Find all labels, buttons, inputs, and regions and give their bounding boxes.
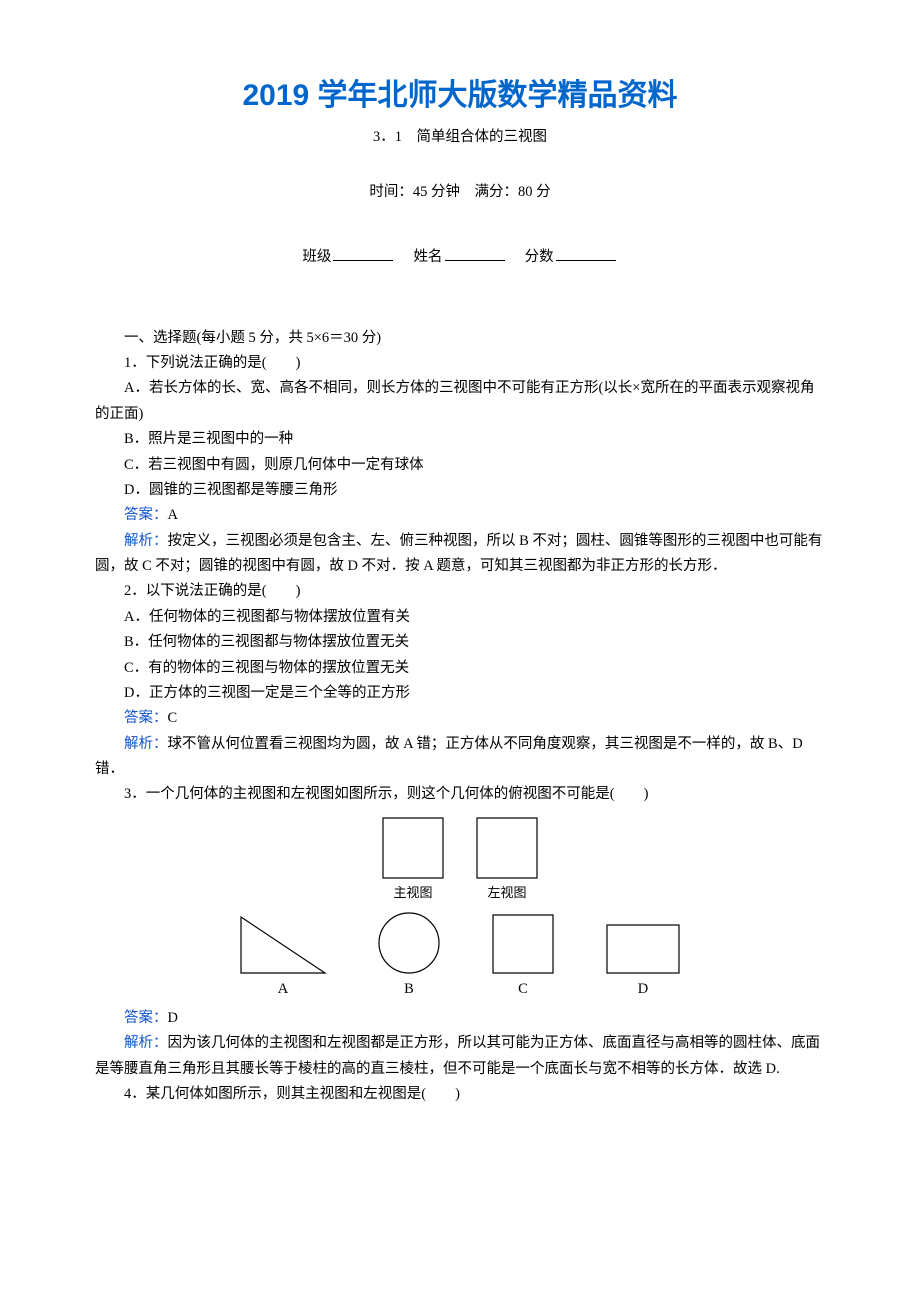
- q3-option-A: A: [239, 915, 327, 1002]
- q2-explain: 解析：球不管从何位置看三视图均为圆，故 A 错；正方体从不同角度观察，其三视图是…: [95, 732, 825, 783]
- square-icon: [491, 913, 555, 975]
- section1-heading: 一、选择题(每小题 5 分，共 5×6＝30 分): [95, 326, 825, 351]
- score-blank: [556, 246, 616, 262]
- q1-explain: 解析：按定义，三视图必须是包含主、左、俯三种视图，所以 B 不对；圆柱、圆锥等图…: [95, 529, 825, 580]
- q3-explain-text: 因为该几何体的主视图和左视图都是正方形，所以其可能为正方体、底面直径与高相等的圆…: [95, 1035, 820, 1076]
- name-blank: [445, 246, 505, 262]
- q1-answer-value: A: [168, 507, 178, 523]
- q1-optA: A．若长方体的长、宽、高各不相同，则长方体的三视图中不可能有正方形(以长×宽所在…: [95, 376, 825, 427]
- q2-explain-label: 解析：: [124, 736, 168, 752]
- score-label: 分数: [525, 249, 554, 265]
- q3-left-view: 左视图: [475, 816, 539, 905]
- q3-views-row: 主视图 左视图: [95, 816, 825, 905]
- q3-option-B: B: [377, 911, 441, 1002]
- q3-answer-value: D: [168, 1010, 178, 1026]
- full-value: 80 分: [518, 184, 551, 200]
- meta-line: 时间：45 分钟 满分：80 分: [95, 180, 825, 205]
- q1-optD: D．圆锥的三视图都是等腰三角形: [95, 478, 825, 503]
- q3-left-caption: 左视图: [475, 882, 539, 905]
- q2-answer-value: C: [168, 710, 178, 726]
- q2-stem: 2．以下说法正确的是( ): [95, 579, 825, 604]
- q2-explain-text: 球不管从何位置看三视图均为圆，故 A 错；正方体从不同角度观察，其三视图是不一样…: [95, 736, 803, 777]
- q3-optA-label: A: [239, 977, 327, 1002]
- rectangle-icon: [605, 923, 681, 975]
- class-blank: [333, 246, 393, 262]
- circle-icon: [377, 911, 441, 975]
- name-label: 姓名: [414, 249, 443, 265]
- subtitle: 3．1 简单组合体的三视图: [95, 125, 825, 150]
- time-label: 时间：: [369, 184, 413, 200]
- q3-answer-label: 答案：: [124, 1010, 168, 1026]
- q3-stem: 3．一个几何体的主视图和左视图如图所示，则这个几何体的俯视图不可能是( ): [95, 782, 825, 807]
- q2-answer: 答案：C: [95, 706, 825, 731]
- q3-optC-label: C: [491, 977, 555, 1002]
- q3-optB-label: B: [377, 977, 441, 1002]
- class-label: 班级: [302, 249, 331, 265]
- time-value: 45 分钟: [413, 184, 460, 200]
- q3-optD-label: D: [605, 977, 681, 1002]
- fill-line: 班级 姓名 分数: [95, 245, 825, 270]
- q3-answer: 答案：D: [95, 1006, 825, 1031]
- q3-options-row: A B C D: [95, 911, 825, 1002]
- q1-stem: 1．下列说法正确的是( ): [95, 351, 825, 376]
- q2-optC: C．有的物体的三视图与物体的摆放位置无关: [95, 656, 825, 681]
- q4-stem: 4．某几何体如图所示，则其主视图和左视图是( ): [95, 1082, 825, 1107]
- triangle-icon: [239, 915, 327, 975]
- q2-optD: D．正方体的三视图一定是三个全等的正方形: [95, 681, 825, 706]
- square-icon: [381, 816, 445, 880]
- q3-explain: 解析：因为该几何体的主视图和左视图都是正方形，所以其可能为正方体、底面直径与高相…: [95, 1031, 825, 1082]
- q3-main-view: 主视图: [381, 816, 445, 905]
- q2-optB: B．任何物体的三视图都与物体摆放位置无关: [95, 630, 825, 655]
- q2-optA: A．任何物体的三视图都与物体摆放位置有关: [95, 605, 825, 630]
- q3-explain-label: 解析：: [124, 1035, 168, 1051]
- q1-explain-label: 解析：: [124, 533, 168, 549]
- q3-option-C: C: [491, 913, 555, 1002]
- q1-explain-text: 按定义，三视图必须是包含主、左、俯三种视图，所以 B 不对；圆柱、圆锥等图形的三…: [95, 533, 822, 574]
- q3-option-D: D: [605, 923, 681, 1002]
- q1-answer: 答案：A: [95, 503, 825, 528]
- q1-optB: B．照片是三视图中的一种: [95, 427, 825, 452]
- full-label: 满分：: [460, 184, 518, 200]
- page-banner: 2019 学年北师大版数学精品资料: [95, 70, 825, 123]
- q3-main-caption: 主视图: [381, 882, 445, 905]
- q1-answer-label: 答案：: [124, 507, 168, 523]
- square-icon: [475, 816, 539, 880]
- q1-optC: C．若三视图中有圆，则原几何体中一定有球体: [95, 453, 825, 478]
- q2-answer-label: 答案：: [124, 710, 168, 726]
